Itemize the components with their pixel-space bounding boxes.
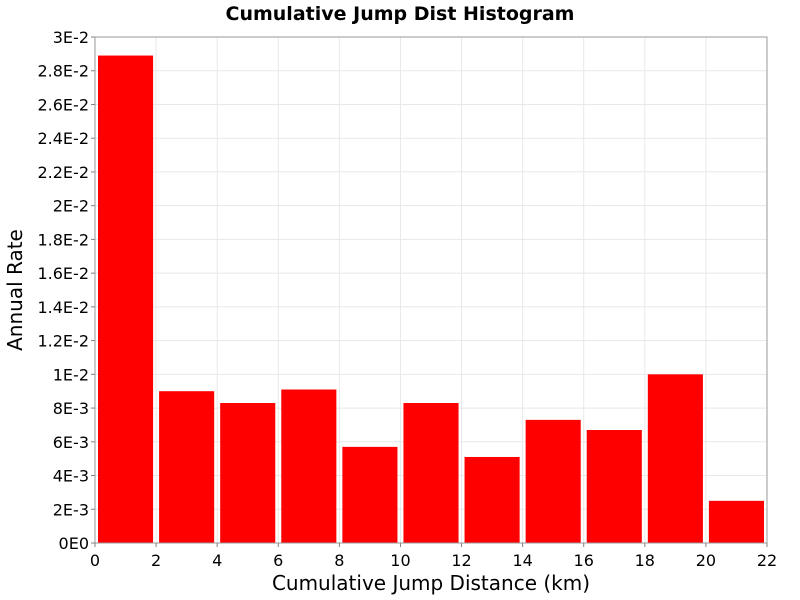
x-tick-label: 20 xyxy=(696,551,716,570)
y-tick-label: 6E-3 xyxy=(53,433,89,452)
y-tick-label: 1.4E-2 xyxy=(37,298,89,317)
x-axis-ticks: 0 2 4 6 8 10 12 14 16 18 20 22 xyxy=(90,543,777,570)
grid-lines xyxy=(94,36,768,544)
y-tick-label: 2E-3 xyxy=(53,500,89,519)
histogram-bar xyxy=(586,429,642,543)
y-tick-label: 2.2E-2 xyxy=(37,163,89,182)
x-tick-label: 14 xyxy=(512,551,532,570)
y-tick-label: 1.2E-2 xyxy=(37,332,89,351)
x-tick-label: 22 xyxy=(757,551,777,570)
y-axis-ticks: 0E0 2E-3 4E-3 6E-3 8E-3 1E-2 1.2E-2 1.4E-2 1.6E-… xyxy=(37,28,95,553)
y-tick-label: 4E-3 xyxy=(53,467,89,486)
x-tick-label: 4 xyxy=(212,551,222,570)
y-tick-label: 1E-2 xyxy=(53,365,89,384)
histogram-bar xyxy=(708,500,764,543)
x-tick-label: 10 xyxy=(390,551,410,570)
y-tick-label: 2.6E-2 xyxy=(37,95,89,114)
x-tick-label: 2 xyxy=(151,551,161,570)
histogram-bar xyxy=(281,389,337,543)
histogram-bar xyxy=(647,374,703,543)
x-tick-label: 16 xyxy=(574,551,594,570)
histogram-bar xyxy=(403,403,459,543)
plot-frame xyxy=(94,36,768,544)
histogram-bar xyxy=(220,403,276,543)
x-tick-label: 0 xyxy=(90,551,100,570)
y-axis-label: Annual Rate xyxy=(3,229,27,351)
histogram-bar xyxy=(98,55,154,543)
y-tick-label: 3E-2 xyxy=(53,28,89,47)
y-tick-label: 1.8E-2 xyxy=(37,230,89,249)
histogram-bar xyxy=(342,446,398,543)
y-tick-label: 2.4E-2 xyxy=(37,129,89,148)
bars xyxy=(98,55,764,543)
x-tick-label: 6 xyxy=(273,551,283,570)
y-tick-label: 8E-3 xyxy=(53,399,89,418)
x-tick-label: 18 xyxy=(635,551,655,570)
y-tick-label: 1.6E-2 xyxy=(37,264,89,283)
x-tick-label: 12 xyxy=(451,551,471,570)
y-tick-label: 2.8E-2 xyxy=(37,62,89,81)
x-axis-label: Cumulative Jump Distance (km) xyxy=(272,571,590,595)
histogram-bar xyxy=(464,456,520,543)
y-tick-label: 0E0 xyxy=(59,534,89,553)
y-tick-label: 2E-2 xyxy=(53,197,89,216)
x-tick-label: 8 xyxy=(334,551,344,570)
histogram-bar xyxy=(525,419,581,543)
chart-title: Cumulative Jump Dist Histogram xyxy=(226,3,575,25)
histogram-bar xyxy=(159,391,215,543)
